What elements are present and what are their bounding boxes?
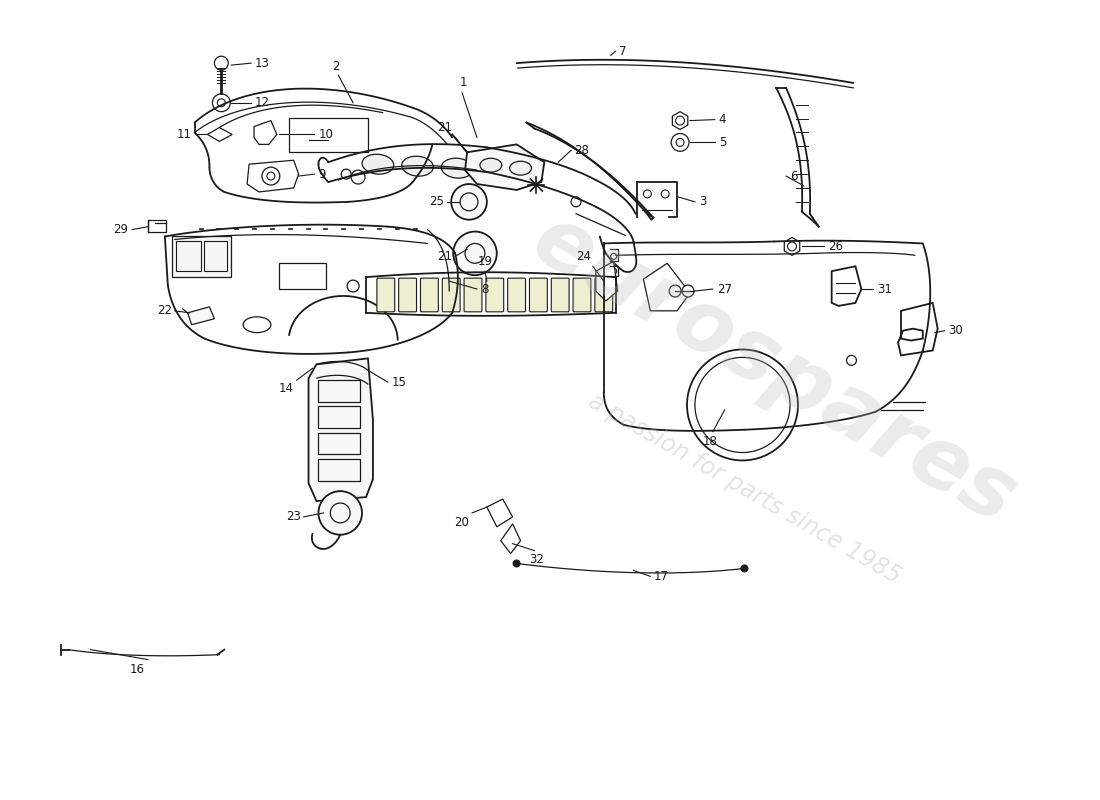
Text: 24: 24 (576, 250, 591, 263)
Polygon shape (208, 127, 232, 142)
Polygon shape (644, 263, 690, 311)
Ellipse shape (480, 158, 502, 172)
Text: 11: 11 (177, 128, 191, 141)
Polygon shape (248, 160, 298, 192)
Text: 21: 21 (437, 122, 452, 134)
Circle shape (741, 565, 748, 572)
Bar (318, 433, 360, 454)
Text: 18: 18 (703, 434, 717, 448)
FancyBboxPatch shape (529, 278, 548, 312)
Circle shape (669, 285, 681, 297)
FancyBboxPatch shape (398, 278, 417, 312)
Text: 6: 6 (790, 170, 798, 182)
Bar (288, 118, 368, 152)
Text: 19: 19 (477, 255, 493, 268)
Text: 10: 10 (318, 128, 333, 141)
Bar (204, 242, 228, 271)
Text: 31: 31 (877, 282, 892, 295)
Text: 3: 3 (698, 195, 706, 208)
Text: 25: 25 (429, 195, 444, 208)
FancyBboxPatch shape (464, 278, 482, 312)
Text: 26: 26 (827, 240, 843, 253)
Bar (278, 263, 327, 289)
Text: 17: 17 (653, 570, 669, 583)
Polygon shape (500, 524, 520, 554)
Text: a passion for parts since 1985: a passion for parts since 1985 (584, 390, 905, 589)
Text: 4: 4 (718, 113, 726, 126)
Text: 7: 7 (618, 45, 626, 58)
Text: 30: 30 (948, 324, 964, 337)
Text: 16: 16 (130, 662, 145, 675)
Circle shape (682, 285, 694, 297)
Bar (318, 459, 360, 482)
Text: 29: 29 (113, 223, 129, 236)
Polygon shape (487, 499, 513, 527)
FancyBboxPatch shape (148, 220, 166, 231)
Text: 27: 27 (717, 282, 732, 295)
Text: 13: 13 (255, 57, 270, 70)
Text: 1: 1 (460, 76, 466, 89)
Polygon shape (832, 266, 861, 306)
FancyBboxPatch shape (442, 278, 460, 312)
Text: 8: 8 (481, 282, 488, 295)
Polygon shape (596, 262, 617, 301)
FancyBboxPatch shape (595, 278, 613, 312)
Text: 20: 20 (454, 516, 469, 529)
Circle shape (318, 491, 362, 534)
FancyBboxPatch shape (420, 278, 438, 312)
Bar (318, 380, 360, 402)
Bar (318, 406, 360, 428)
Text: 5: 5 (718, 136, 726, 149)
Text: 21: 21 (437, 250, 452, 263)
Text: 28: 28 (574, 144, 589, 157)
Text: 9: 9 (318, 168, 326, 181)
Text: 15: 15 (392, 376, 407, 389)
FancyBboxPatch shape (377, 278, 395, 312)
Circle shape (513, 560, 520, 567)
Text: 2: 2 (332, 60, 340, 73)
FancyBboxPatch shape (486, 278, 504, 312)
Bar (176, 242, 200, 271)
Polygon shape (308, 358, 373, 501)
Text: 14: 14 (278, 382, 294, 395)
Polygon shape (254, 121, 277, 144)
Polygon shape (188, 307, 214, 325)
Text: 23: 23 (286, 510, 300, 523)
Circle shape (214, 56, 229, 70)
Circle shape (212, 94, 230, 112)
Ellipse shape (441, 158, 473, 178)
FancyBboxPatch shape (551, 278, 569, 312)
Ellipse shape (509, 162, 531, 175)
Bar (172, 235, 231, 277)
FancyBboxPatch shape (573, 278, 591, 312)
Text: eurospares: eurospares (518, 198, 1031, 542)
Text: 12: 12 (255, 96, 270, 110)
Text: 32: 32 (529, 553, 543, 566)
Text: 22: 22 (157, 304, 172, 318)
Ellipse shape (362, 154, 394, 174)
Ellipse shape (402, 156, 433, 176)
Polygon shape (898, 303, 937, 355)
Circle shape (451, 184, 487, 220)
Ellipse shape (478, 160, 510, 180)
Polygon shape (465, 144, 544, 190)
FancyBboxPatch shape (508, 278, 526, 312)
Circle shape (453, 231, 497, 275)
